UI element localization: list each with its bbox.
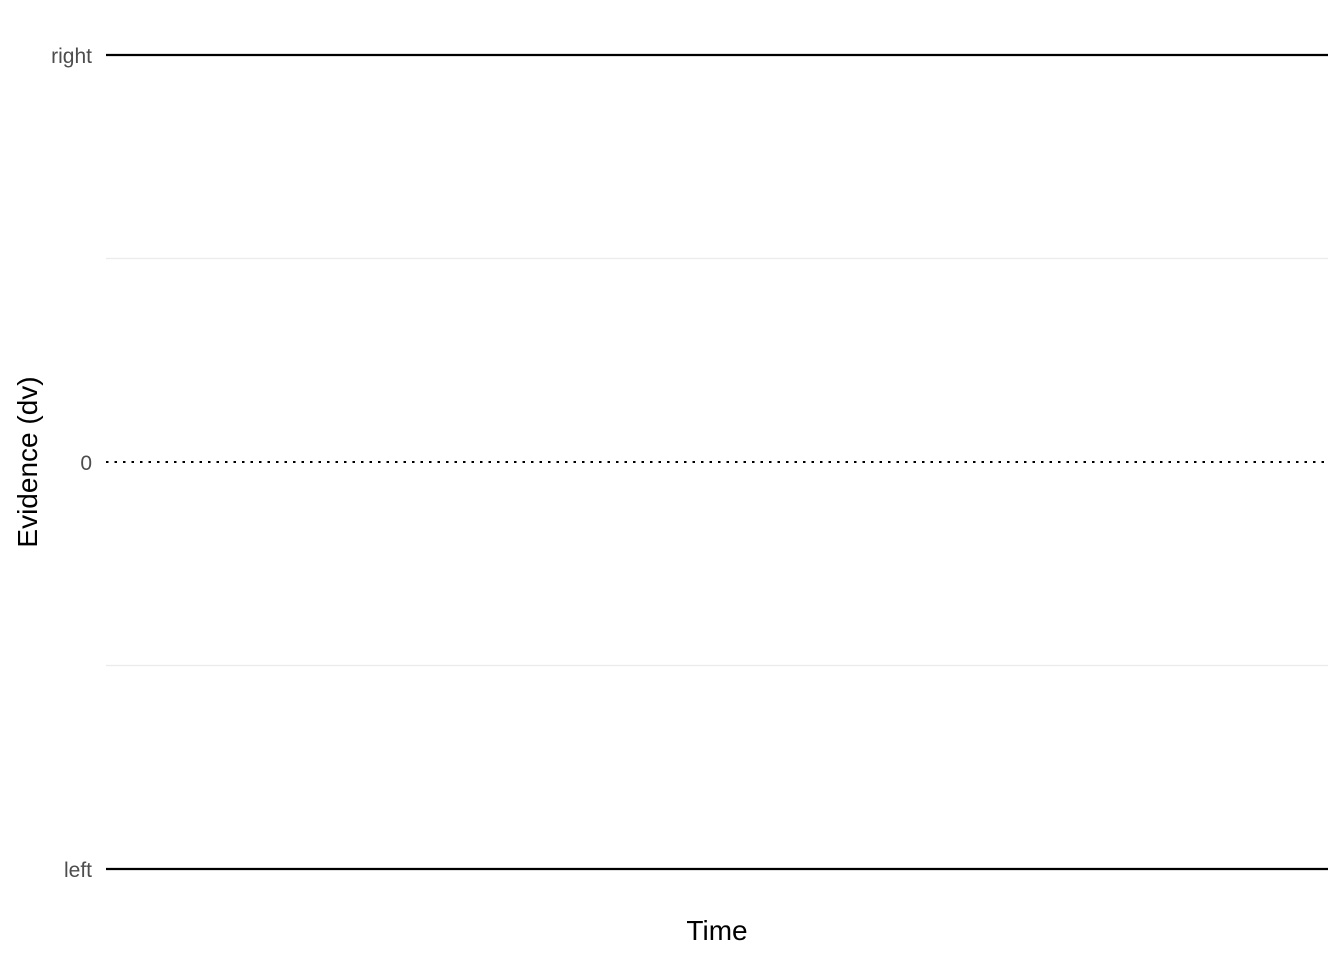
grid-layer <box>106 257 1328 667</box>
y-axis-title: Evidence (dv) <box>12 376 43 547</box>
y-tick-labels: right 0 left <box>51 45 92 882</box>
reference-lines <box>106 53 1328 871</box>
x-axis-title: Time <box>686 915 747 946</box>
y-tick-label-0: right <box>51 45 92 68</box>
y-tick-label-1: 0 <box>80 452 92 475</box>
y-tick-label-2: left <box>64 859 92 882</box>
